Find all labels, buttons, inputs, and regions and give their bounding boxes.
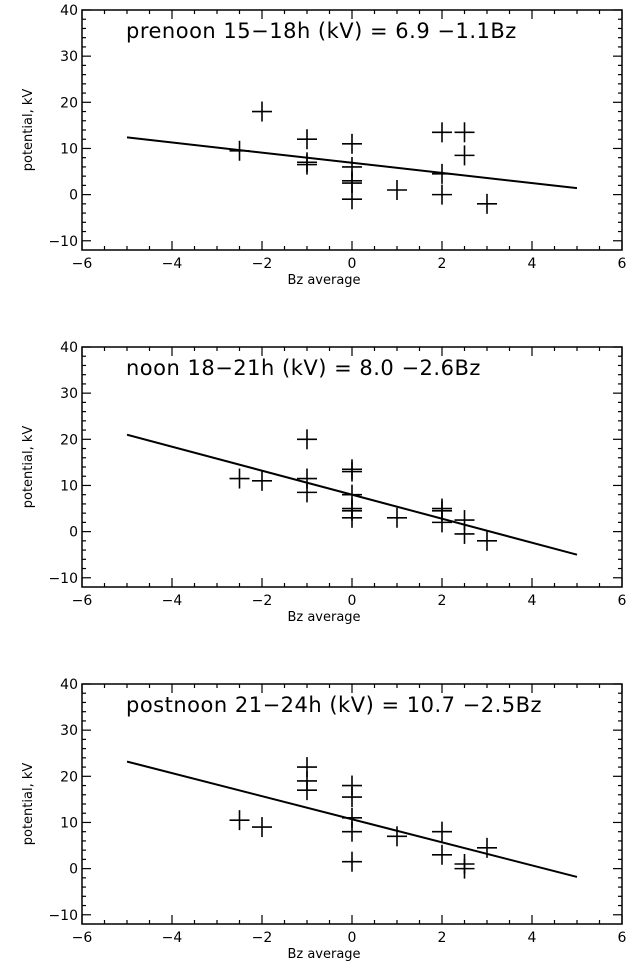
panel-title: prenoon 15−18h (kV) = 6.9 −1.1Bz [126, 19, 517, 43]
y-tick-label: −10 [48, 908, 78, 924]
x-tick-label: −2 [252, 593, 273, 609]
data-point-plus-marker [387, 507, 407, 528]
chart-panel-2: −6 −4 −2 0 2 4 6 −10 0 10 20 30 40 Bz average potentia… [21, 340, 627, 625]
x-axis-label: Bz average [287, 947, 360, 962]
x-tick-label: −2 [252, 930, 273, 946]
x-tick-label: −4 [162, 930, 183, 946]
data-point-plus-marker [432, 163, 452, 184]
data-point-plus-marker [342, 851, 362, 872]
data-point-plus-marker [229, 468, 250, 489]
data-point-plus-marker [342, 507, 362, 528]
x-axis-label: Bz average [287, 610, 360, 625]
data-point-plus-marker [387, 826, 407, 847]
x-tick-label: −2 [252, 256, 273, 272]
y-tick-label: 10 [60, 141, 78, 157]
data-point-plus-marker [432, 844, 452, 865]
y-tick-label: 20 [60, 769, 78, 785]
data-point-plus-marker [477, 193, 497, 214]
data-point-plus-marker [454, 858, 475, 879]
chart-panel-3: −6 −4 −2 0 2 4 6 −10 0 10 20 30 40 Bz average potentia… [21, 677, 627, 962]
y-axis-label: potential, kV [21, 89, 36, 172]
data-point-plus-marker [297, 780, 317, 801]
x-tick-label: 0 [348, 930, 357, 946]
data-point-plus-marker [432, 122, 452, 143]
data-point-plus-marker [297, 482, 317, 503]
y-tick-label: 40 [60, 3, 78, 19]
data-point-plus-marker [297, 129, 317, 150]
data-point-plus-marker [297, 154, 317, 175]
data-point-plus-marker [432, 821, 452, 842]
x-tick-label: 4 [528, 593, 537, 609]
y-tick-label: −10 [48, 234, 78, 250]
data-point-plus-marker [342, 787, 362, 808]
x-tick-label: −6 [72, 593, 93, 609]
y-axis-label: potential, kV [21, 763, 36, 846]
x-tick-label: 4 [528, 256, 537, 272]
data-point-plus-marker [342, 821, 362, 842]
data-point-plus-marker [454, 122, 475, 143]
chart-panel-1: −6 −4 −2 0 2 4 6 −10 0 10 20 30 40 Bz average potentia… [21, 3, 627, 288]
data-point-plus-marker [454, 523, 475, 544]
x-tick-label: −4 [162, 256, 183, 272]
y-tick-label: 0 [69, 188, 78, 204]
y-axis-label: potential, kV [21, 426, 36, 509]
y-tick-label: 40 [60, 677, 78, 693]
data-point-plus-marker [477, 530, 497, 551]
panel-title: noon 18−21h (kV) = 8.0 −2.6Bz [126, 356, 481, 380]
data-point-plus-marker [252, 817, 272, 838]
y-tick-label: −10 [48, 571, 78, 587]
x-tick-label: 2 [438, 593, 447, 609]
y-tick-label: 30 [60, 723, 78, 739]
data-point-plus-marker [432, 512, 452, 533]
y-tick-label: 10 [60, 478, 78, 494]
x-axis-label: Bz average [287, 273, 360, 288]
data-point-plus-marker [387, 180, 407, 200]
x-tick-label: 0 [348, 256, 357, 272]
y-tick-label: 30 [60, 386, 78, 402]
x-tick-label: 2 [438, 256, 447, 272]
y-tick-label: 20 [60, 432, 78, 448]
y-tick-label: 30 [60, 49, 78, 65]
x-tick-label: 6 [618, 930, 627, 946]
y-tick-label: 40 [60, 340, 78, 356]
y-tick-label: 10 [60, 815, 78, 831]
data-point-plus-marker [252, 470, 272, 491]
x-tick-label: 4 [528, 930, 537, 946]
data-point-plus-marker [252, 101, 272, 122]
x-tick-label: 6 [618, 593, 627, 609]
y-tick-label: 20 [60, 95, 78, 111]
x-tick-label: −6 [72, 256, 93, 272]
data-point-plus-marker [342, 189, 362, 210]
x-tick-label: 2 [438, 930, 447, 946]
data-point-plus-marker [342, 133, 362, 154]
x-tick-label: −6 [72, 930, 93, 946]
data-point-plus-marker [229, 810, 250, 831]
x-tick-label: 0 [348, 593, 357, 609]
x-tick-label: 6 [618, 256, 627, 272]
data-point-plus-marker [454, 145, 475, 166]
data-point-plus-marker [432, 184, 452, 205]
data-point-plus-marker [297, 429, 317, 450]
y-tick-label: 0 [69, 862, 78, 878]
y-tick-label: 0 [69, 525, 78, 541]
data-point-plus-marker [477, 837, 497, 858]
x-tick-label: −4 [162, 593, 183, 609]
panel-title: postnoon 21−24h (kV) = 10.7 −2.5Bz [126, 693, 542, 717]
data-point-plus-marker [229, 140, 250, 161]
data-point-plus-marker [342, 461, 362, 482]
